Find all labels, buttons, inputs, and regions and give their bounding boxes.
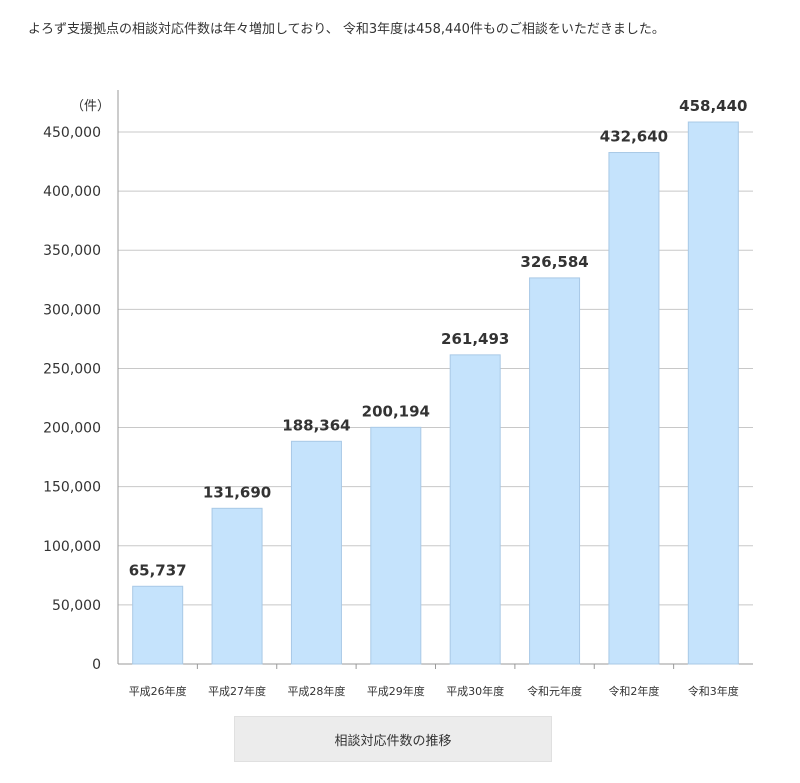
bar <box>211 507 263 665</box>
bar-value-label: 261,493 <box>441 330 509 348</box>
y-tick-label: 300,000 <box>43 302 101 318</box>
x-tick-label: 令和元年度 <box>527 684 582 698</box>
y-tick-label: 150,000 <box>43 480 101 496</box>
bar-value-label: 188,364 <box>282 416 350 434</box>
x-tick-label: 令和3年度 <box>688 684 739 698</box>
bar <box>449 354 501 665</box>
bar-value-label: 326,584 <box>520 253 588 271</box>
y-tick-label: 50,000 <box>52 598 101 614</box>
x-tick-label: 平成28年度 <box>287 684 345 698</box>
bar-value-label: 458,440 <box>679 97 747 115</box>
bar <box>608 152 660 665</box>
y-tick-label: 350,000 <box>43 243 101 259</box>
x-tick-label: 令和2年度 <box>608 684 659 698</box>
x-tick-label: 平成27年度 <box>208 684 266 698</box>
y-tick-label: 200,000 <box>43 421 101 437</box>
x-tick-label: 平成26年度 <box>129 684 187 698</box>
y-tick-label: 0 <box>92 657 101 673</box>
bar <box>290 440 342 665</box>
x-tick-label: 平成29年度 <box>367 684 425 698</box>
bar <box>687 121 739 665</box>
bar-chart: 0 50,000 100,000 150,000 200,000 250,000 300,0… <box>43 90 753 698</box>
y-unit-label: （件） <box>71 99 110 114</box>
bar-value-label: 131,690 <box>203 483 271 501</box>
intro-text: よろず支援拠点の相談対応件数は年々増加しており、 令和3年度は458,440件も… <box>28 22 665 37</box>
y-tick-label: 450,000 <box>43 125 101 141</box>
bar-value-label: 432,640 <box>600 128 668 146</box>
y-tick-label: 400,000 <box>43 184 101 200</box>
y-tick-label: 250,000 <box>43 361 101 377</box>
y-tick-label: 100,000 <box>43 539 101 555</box>
bar <box>370 426 422 665</box>
bar <box>529 277 581 665</box>
bar-value-label: 200,194 <box>362 402 430 420</box>
bar <box>132 585 184 665</box>
bar-value-label: 65,737 <box>129 561 187 579</box>
chart-caption: 相談対応件数の推移 <box>234 716 552 762</box>
x-tick-label: 平成30年度 <box>446 684 504 698</box>
